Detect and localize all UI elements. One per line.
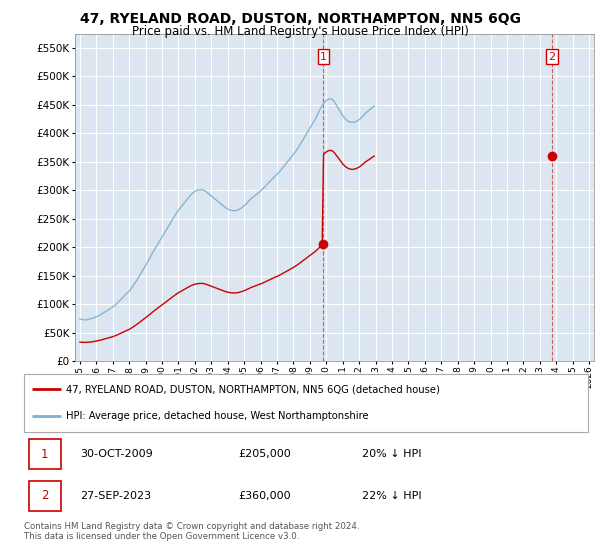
Text: HPI: Average price, detached house, West Northamptonshire: HPI: Average price, detached house, West…	[66, 412, 369, 422]
Text: 27-SEP-2023: 27-SEP-2023	[80, 491, 152, 501]
Text: 22% ↓ HPI: 22% ↓ HPI	[362, 491, 422, 501]
Text: 30-OCT-2009: 30-OCT-2009	[80, 449, 153, 459]
Text: £205,000: £205,000	[238, 449, 291, 459]
Text: 1: 1	[41, 447, 49, 461]
Text: 20% ↓ HPI: 20% ↓ HPI	[362, 449, 422, 459]
Text: 47, RYELAND ROAD, DUSTON, NORTHAMPTON, NN5 6QG: 47, RYELAND ROAD, DUSTON, NORTHAMPTON, N…	[79, 12, 521, 26]
FancyBboxPatch shape	[24, 374, 588, 432]
FancyBboxPatch shape	[29, 480, 61, 511]
Text: £360,000: £360,000	[238, 491, 291, 501]
Text: 2: 2	[41, 489, 49, 502]
FancyBboxPatch shape	[29, 439, 61, 469]
Text: Contains HM Land Registry data © Crown copyright and database right 2024.
This d: Contains HM Land Registry data © Crown c…	[24, 522, 359, 542]
Text: 1: 1	[320, 52, 327, 62]
Text: 2: 2	[548, 52, 556, 62]
Text: 47, RYELAND ROAD, DUSTON, NORTHAMPTON, NN5 6QG (detached house): 47, RYELAND ROAD, DUSTON, NORTHAMPTON, N…	[66, 384, 440, 394]
Text: Price paid vs. HM Land Registry's House Price Index (HPI): Price paid vs. HM Land Registry's House …	[131, 25, 469, 38]
